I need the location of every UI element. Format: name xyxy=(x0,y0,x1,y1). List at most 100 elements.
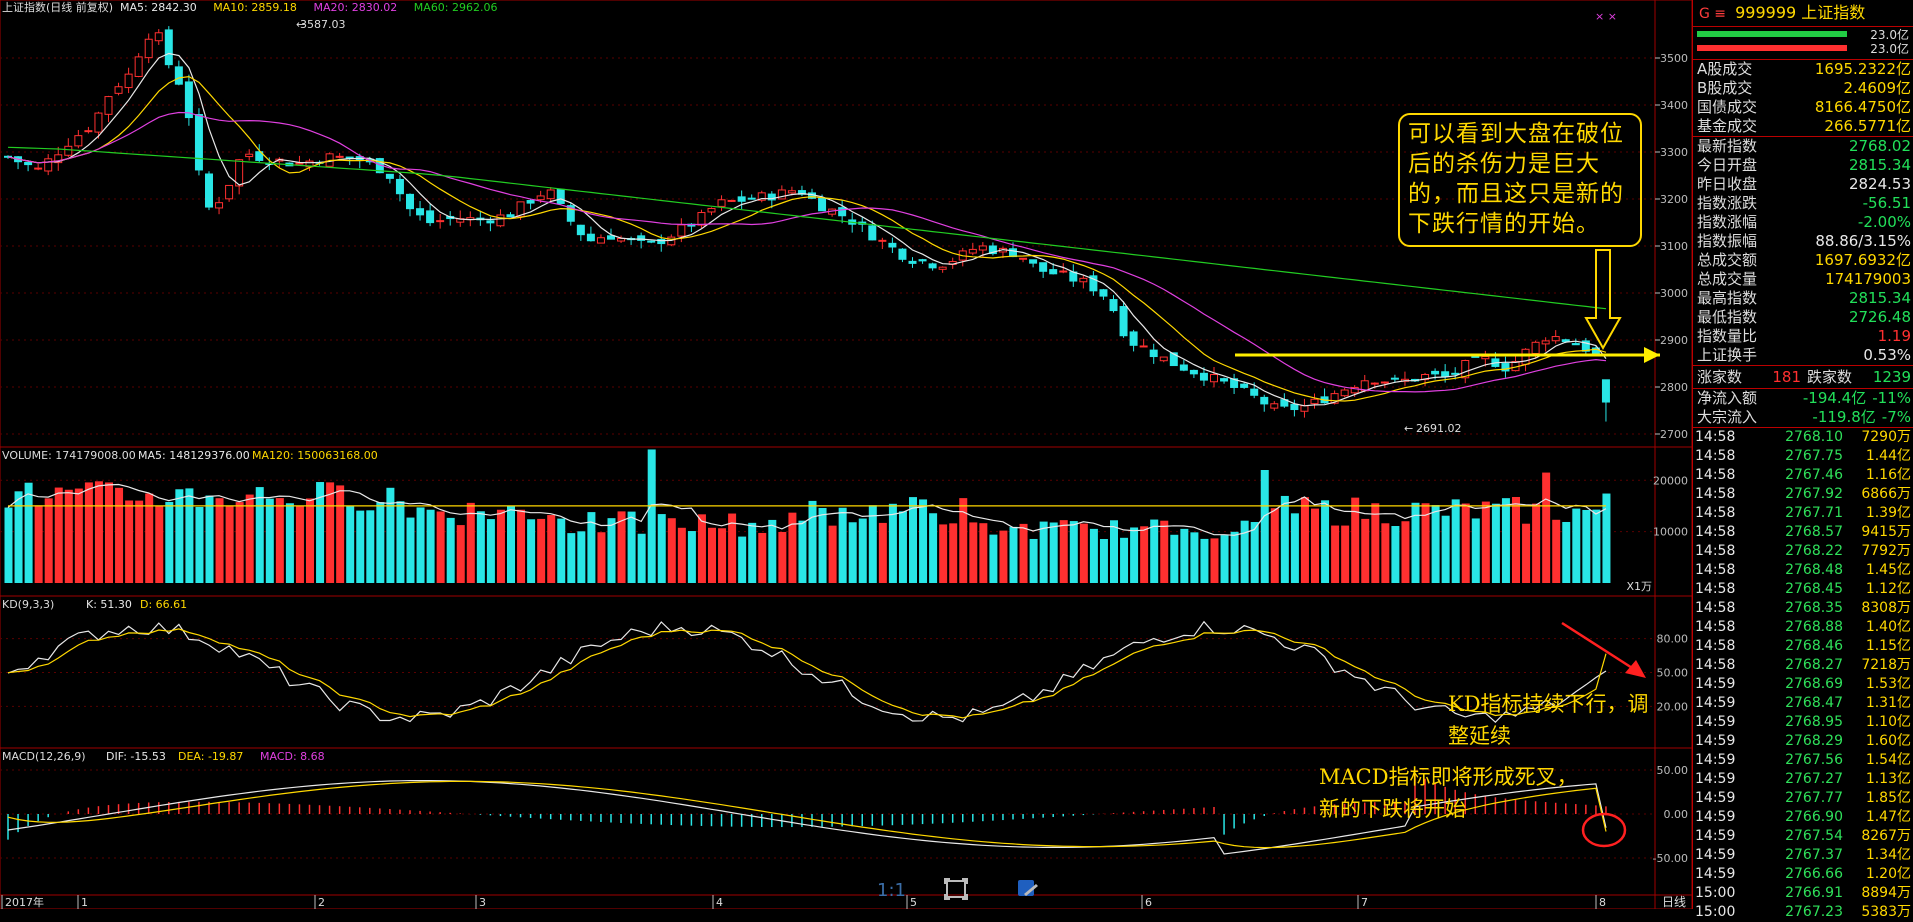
volume-bar xyxy=(1592,509,1601,583)
tick-row[interactable]: 15:00 2766.91 8894万 xyxy=(1693,884,1913,903)
tick-row[interactable]: 14:58 2768.57 9415万 xyxy=(1693,523,1913,542)
annotation-line: KD指标持续下行，调 xyxy=(1448,692,1649,716)
volume-bar xyxy=(1501,498,1510,583)
turnover-row-value: 2.4609亿 xyxy=(1843,79,1912,97)
tick-volume: 1.54亿 xyxy=(1865,752,1911,768)
candle-body xyxy=(1029,259,1038,264)
tick-row[interactable]: 14:58 2768.27 7218万 xyxy=(1693,656,1913,675)
buy-bar-fill xyxy=(1697,31,1847,37)
volume-bar xyxy=(386,487,395,583)
tick-row[interactable]: 14:59 2768.29 1.60亿 xyxy=(1693,732,1913,751)
tick-row[interactable]: 14:59 2766.66 1.20亿 xyxy=(1693,865,1913,884)
tick-row[interactable]: 14:58 2767.92 6866万 xyxy=(1693,485,1913,504)
candle-body xyxy=(918,259,927,262)
tick-row[interactable]: 14:59 2768.95 1.10亿 xyxy=(1693,713,1913,732)
tick-row[interactable]: 14:59 2767.56 1.54亿 xyxy=(1693,751,1913,770)
tick-list[interactable]: 14:58 2768.10 7290万 14:58 2767.75 1.44亿 14:58 2… xyxy=(1693,428,1913,922)
arrow-down-right-icon xyxy=(1625,660,1646,678)
tick-time: 15:00 xyxy=(1695,885,1736,901)
volume-bar xyxy=(145,493,154,583)
volume-bar xyxy=(657,514,666,583)
volume-bar xyxy=(426,509,435,583)
menu-icon[interactable]: G ≡ xyxy=(1699,6,1727,22)
candle-body xyxy=(1049,269,1058,275)
buy-bar-label: 23.0亿 xyxy=(1870,28,1909,42)
candle-body xyxy=(938,266,947,270)
volume-ma5-legend: MA5: 148129376.00 xyxy=(138,449,250,462)
tick-row[interactable]: 14:59 2768.47 1.31亿 xyxy=(1693,694,1913,713)
volume-bar xyxy=(1069,521,1078,583)
tick-price: 2767.75 xyxy=(1785,448,1843,464)
volume-bar xyxy=(275,498,284,583)
tick-row[interactable]: 14:58 2767.75 1.44亿 xyxy=(1693,447,1913,466)
volume-bar xyxy=(1049,522,1058,583)
quote-header: G ≡ 999999 上证指数 xyxy=(1693,0,1913,27)
tick-row[interactable]: 14:58 2768.48 1.45亿 xyxy=(1693,561,1913,580)
turnover-row-label: B股成交 xyxy=(1697,79,1753,97)
tick-row[interactable]: 14:59 2768.69 1.53亿 xyxy=(1693,675,1913,694)
macd-histogram xyxy=(7,773,1607,840)
zoom-ratio-button[interactable]: 1:1 xyxy=(877,880,906,901)
candle-body xyxy=(1370,382,1379,385)
volume-bar xyxy=(989,534,998,583)
candle-body xyxy=(1189,369,1198,375)
tick-row[interactable]: 14:58 2768.45 1.12亿 xyxy=(1693,580,1913,599)
volume-bar xyxy=(1140,526,1149,583)
turnover-list: A股成交 1695.2322亿 B股成交 2.4609亿 国债成交 8166.4750亿基… xyxy=(1693,60,1913,136)
candle-body xyxy=(707,207,716,213)
volume-bar xyxy=(1039,521,1048,583)
volume-bar xyxy=(718,528,727,583)
candle-body xyxy=(184,81,193,119)
candle-body xyxy=(114,86,123,94)
tick-row[interactable]: 14:59 2766.90 1.47亿 xyxy=(1693,808,1913,827)
volume-tick-label: 20000 xyxy=(1653,474,1688,487)
flow-row: 大宗流入 -119.8亿 -7% xyxy=(1693,408,1913,427)
tick-volume: 7792万 xyxy=(1861,543,1911,559)
volume-bar xyxy=(567,533,576,583)
flow-label: 净流入额 xyxy=(1697,389,1758,407)
candle-body xyxy=(797,190,806,195)
tick-volume: 6866万 xyxy=(1861,486,1911,502)
candle-body xyxy=(134,56,143,77)
x-axis-label: 5 xyxy=(910,896,917,909)
tick-price: 2768.27 xyxy=(1785,657,1843,673)
tick-volume: 1.45亿 xyxy=(1865,562,1911,578)
candle-body xyxy=(1260,396,1269,405)
tick-row[interactable]: 14:58 2768.10 7290万 xyxy=(1693,428,1913,447)
volume-bar xyxy=(205,495,214,583)
tick-row[interactable]: 14:58 2768.46 1.15亿 xyxy=(1693,637,1913,656)
draw-tool-icon[interactable] xyxy=(1016,878,1040,905)
tick-row[interactable]: 15:00 2767.23 5383万 xyxy=(1693,903,1913,922)
tick-row[interactable]: 14:58 2768.22 7792万 xyxy=(1693,542,1913,561)
advance-decline-row: 涨家数 181 跌家数 1239 xyxy=(1693,366,1913,388)
tick-row[interactable]: 14:59 2767.54 8267万 xyxy=(1693,827,1913,846)
candle-body xyxy=(556,188,565,205)
volume-bar xyxy=(175,489,184,583)
stock-chart[interactable]: 3500 3400 3300 3200 3100 3000 2900 2800 2700 ← 358… xyxy=(0,0,1693,910)
candle-body xyxy=(1390,377,1399,380)
tick-row[interactable]: 14:58 2768.35 8308万 xyxy=(1693,599,1913,618)
sell-bar-fill xyxy=(1697,45,1847,51)
volume-bar xyxy=(597,532,606,583)
tick-row[interactable]: 14:59 2767.77 1.85亿 xyxy=(1693,789,1913,808)
volume-bar xyxy=(94,481,103,583)
fullscreen-icon[interactable] xyxy=(944,878,968,905)
tick-row[interactable]: 14:58 2767.71 1.39亿 xyxy=(1693,504,1913,523)
kd-tick-label: 80.00 xyxy=(1657,633,1689,646)
tick-row[interactable]: 14:59 2767.37 1.34亿 xyxy=(1693,846,1913,865)
candle-body xyxy=(1169,352,1178,367)
volume-bar xyxy=(1602,493,1611,583)
volume-bar xyxy=(446,517,455,583)
tick-row[interactable]: 14:58 2768.88 1.40亿 xyxy=(1693,618,1913,637)
volume-bar xyxy=(858,518,867,583)
arrow-icon: ← xyxy=(296,18,305,31)
volume-bar xyxy=(366,510,375,583)
stat-row-label: 最低指数 xyxy=(1697,308,1758,326)
tick-row[interactable]: 14:58 2767.46 1.16亿 xyxy=(1693,466,1913,485)
volume-bar xyxy=(1401,521,1410,583)
tick-time: 14:58 xyxy=(1695,562,1736,578)
candle-body xyxy=(727,199,736,202)
ma5-line xyxy=(7,52,1607,407)
volume-bar xyxy=(1552,519,1561,583)
tick-row[interactable]: 14:59 2767.27 1.13亿 xyxy=(1693,770,1913,789)
